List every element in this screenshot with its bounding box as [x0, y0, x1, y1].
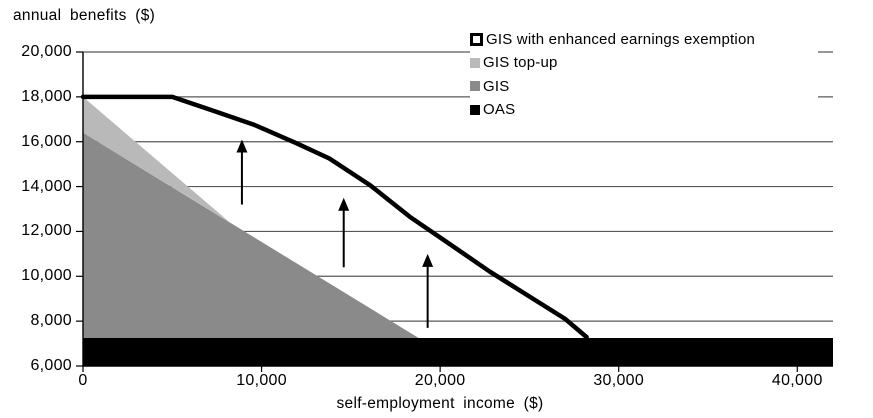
legend-label: GIS [483, 77, 510, 95]
black-square-icon [470, 104, 480, 115]
area-gis [83, 132, 419, 338]
x-tick-label: 0 [78, 372, 88, 389]
legend-label: OAS [483, 101, 516, 119]
up-arrow-head-icon [422, 253, 434, 267]
y-tick-label: 14,000 [21, 177, 72, 195]
hollow-square-marker-icon [470, 32, 483, 46]
y-tick-label: 8,000 [30, 312, 72, 330]
x-tick-label: 30,000 [593, 372, 645, 389]
legend-label: GIS with enhanced earnings exemption [486, 30, 756, 48]
y-axis-title: annual benefits ($) [13, 7, 156, 24]
x-axis-title: self-employment income ($) [336, 395, 544, 412]
y-tick-label: 6,000 [30, 357, 72, 374]
area-oas [83, 338, 833, 366]
chart-legend: GIS with enhanced earnings exemption GIS… [470, 27, 818, 122]
y-tick-label: 12,000 [21, 222, 72, 240]
enhanced-gis-line [80, 94, 589, 340]
gray-light-square-icon [470, 57, 480, 68]
x-tick-label: 20,000 [414, 372, 466, 389]
y-tick-label: 18,000 [21, 87, 72, 105]
up-arrow-head-icon [236, 139, 248, 153]
legend-item-oas: OAS [470, 99, 818, 121]
legend-item-gis: GIS [470, 75, 818, 97]
y-tick-label: 20,000 [21, 43, 72, 60]
up-arrow-head-icon [338, 197, 350, 211]
y-tick-label: 10,000 [21, 267, 72, 285]
area-gis-top-up [83, 96, 230, 222]
legend-label: GIS top-up [483, 54, 558, 72]
legend-item-enhanced-gis: GIS with enhanced earnings exemption [470, 28, 818, 50]
legend-item-gis-topup: GIS top-up [470, 52, 818, 74]
y-tick-label: 16,000 [21, 132, 72, 150]
x-tick-label: 40,000 [771, 372, 823, 389]
gray-square-icon [470, 81, 480, 92]
x-tick-label: 10,000 [236, 372, 287, 389]
